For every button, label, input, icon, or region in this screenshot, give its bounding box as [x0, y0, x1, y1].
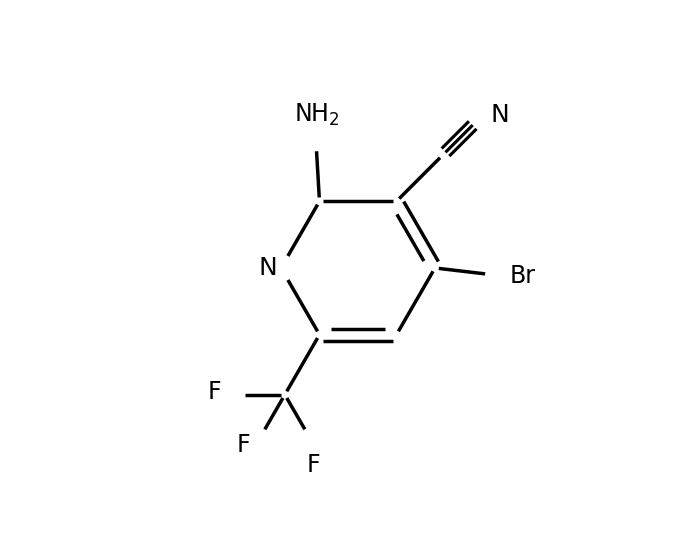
- Text: Br: Br: [509, 264, 536, 288]
- Text: F: F: [307, 453, 320, 477]
- Text: F: F: [237, 433, 250, 457]
- Text: N: N: [258, 256, 277, 280]
- Text: N: N: [490, 103, 509, 128]
- Text: NH$_2$: NH$_2$: [294, 102, 340, 128]
- Text: F: F: [208, 380, 221, 405]
